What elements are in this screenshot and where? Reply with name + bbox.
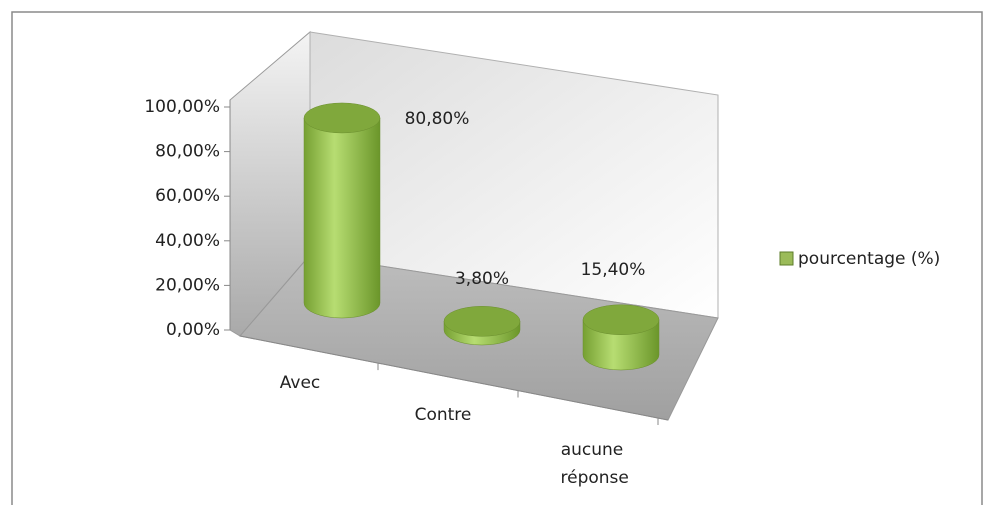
x-tick-label: aucune réponse bbox=[555, 440, 629, 488]
x-axis bbox=[239, 335, 669, 421]
data-label: 80,80% bbox=[405, 109, 470, 129]
legend-swatch bbox=[779, 251, 794, 266]
data-label: 15,40% bbox=[581, 260, 646, 280]
y-tick-label: 0,00% bbox=[166, 320, 220, 340]
bar-top bbox=[303, 102, 381, 134]
bar-top bbox=[582, 304, 660, 335]
frame bbox=[11, 11, 983, 505]
bar bbox=[303, 117, 381, 319]
y-tick-label: 100,00% bbox=[144, 97, 220, 117]
bar-top bbox=[443, 306, 521, 337]
y-tick-label: 40,00% bbox=[155, 231, 220, 251]
data-label: 3,80% bbox=[455, 269, 509, 289]
legend-label: pourcentage (%) bbox=[798, 249, 940, 269]
x-tick-label: Contre bbox=[415, 405, 472, 425]
y-tick-label: 60,00% bbox=[155, 186, 220, 206]
x-tick-label: Avec bbox=[280, 373, 321, 393]
y-tick-label: 20,00% bbox=[155, 275, 220, 295]
y-tick-label: 80,00% bbox=[155, 142, 220, 162]
